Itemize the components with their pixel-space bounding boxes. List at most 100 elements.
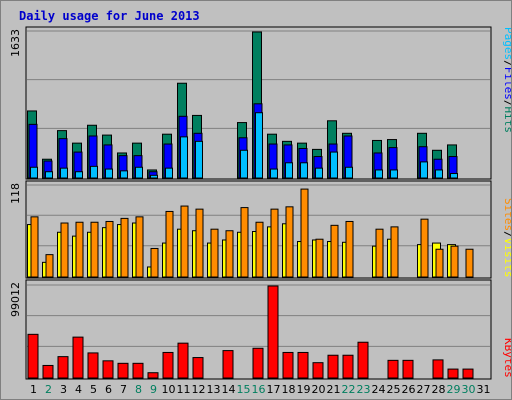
bar-pages-day-15 <box>240 149 248 179</box>
side-label-part: / <box>502 100 511 107</box>
bar-kbytes-day-28 <box>432 359 444 379</box>
bar-kbytes-day-17 <box>267 285 279 379</box>
bar-sites-day-9 <box>150 247 159 278</box>
bar-pages-day-24 <box>375 169 383 179</box>
chart-title: Daily usage for June 2013 <box>19 9 200 23</box>
x-tick-label: 29 <box>447 383 461 396</box>
bar-pages-day-1 <box>30 166 38 179</box>
x-tick-label: 30 <box>462 383 476 396</box>
bar-kbytes-day-3 <box>57 356 69 379</box>
side-label-bottom: KBytes <box>502 338 511 378</box>
x-tick-label: 14 <box>222 383 236 396</box>
bar-kbytes-day-23 <box>357 341 369 379</box>
bar-kbytes-day-2 <box>42 364 54 379</box>
bar-pages-day-29 <box>450 173 458 179</box>
bar-sites-day-19 <box>300 188 309 278</box>
x-tick-label: 18 <box>282 383 296 396</box>
x-tick-label: 12 <box>192 383 206 396</box>
bar-pages-day-20 <box>315 167 323 179</box>
x-tick-label: 16 <box>252 383 266 396</box>
bar-kbytes-day-10 <box>162 351 174 379</box>
bar-pages-day-11 <box>180 136 188 179</box>
side-label-part: Sites <box>502 198 511 231</box>
bar-sites-day-8 <box>135 216 144 278</box>
bar-sites-day-5 <box>90 221 99 278</box>
bar-kbytes-day-18 <box>282 351 294 379</box>
x-tick-label: 1 <box>30 383 37 396</box>
bar-sites-day-17 <box>270 208 279 278</box>
side-label-part: Hits <box>502 107 511 134</box>
bar-kbytes-day-22 <box>342 354 354 379</box>
x-tick-label: 2 <box>45 383 52 396</box>
bar-pages-day-6 <box>105 168 113 179</box>
bar-kbytes-day-8 <box>132 362 144 379</box>
bar-sites-day-10 <box>165 210 174 278</box>
x-tick-label: 3 <box>60 383 67 396</box>
bar-pages-day-5 <box>90 165 98 179</box>
x-tick-label: 25 <box>387 383 401 396</box>
bar-kbytes-day-20 <box>312 362 324 379</box>
bar-sites-day-14 <box>225 230 234 278</box>
bar-pages-day-7 <box>120 170 128 179</box>
x-tick-label: 11 <box>177 383 191 396</box>
side-label-middle: Sites/Visits <box>502 198 511 278</box>
x-tick-label: 28 <box>432 383 446 396</box>
x-tick-label: 6 <box>105 383 112 396</box>
bar-sites-day-18 <box>285 206 294 278</box>
x-tick-label: 26 <box>402 383 416 396</box>
bar-kbytes-day-16 <box>252 347 264 379</box>
bar-pages-day-4 <box>75 171 83 179</box>
x-tick-label: 17 <box>267 383 281 396</box>
side-label-part: Files <box>502 67 511 100</box>
bar-pages-day-17 <box>270 168 278 179</box>
y-max-label-top: 1633 <box>9 29 22 57</box>
bar-pages-day-21 <box>330 151 338 179</box>
side-label-part: Visits <box>502 238 511 278</box>
bar-kbytes-day-5 <box>87 352 99 379</box>
bar-pages-day-27 <box>420 161 428 179</box>
bar-sites-day-22 <box>345 220 354 278</box>
bar-sites-day-24 <box>375 228 384 278</box>
bar-pages-day-18 <box>285 162 293 179</box>
bar-sites-day-29 <box>450 245 459 278</box>
x-tick-label: 4 <box>75 383 82 396</box>
bar-kbytes-day-11 <box>177 342 189 379</box>
bar-pages-day-8 <box>135 166 143 179</box>
bar-sites-day-15 <box>240 207 249 278</box>
bar-pages-day-9 <box>150 174 158 179</box>
side-label-part: / <box>502 231 511 238</box>
bar-sites-day-3 <box>60 222 69 278</box>
x-tick-label: 7 <box>120 383 127 396</box>
x-tick-label: 13 <box>207 383 221 396</box>
x-tick-label: 19 <box>297 383 311 396</box>
bar-kbytes-day-6 <box>102 360 114 379</box>
bar-kbytes-day-19 <box>297 351 309 379</box>
bar-sites-day-7 <box>120 217 129 278</box>
bar-sites-day-16 <box>255 221 264 278</box>
bar-sites-day-20 <box>315 238 324 278</box>
side-label-part: Pages <box>502 27 511 60</box>
bar-pages-day-28 <box>435 169 443 179</box>
bar-kbytes-day-12 <box>192 357 204 379</box>
x-tick-label: 22 <box>342 383 356 396</box>
bar-pages-day-25 <box>390 169 398 179</box>
bar-kbytes-day-21 <box>327 354 339 379</box>
x-tick-label: 31 <box>477 383 491 396</box>
bar-kbytes-day-26 <box>402 359 414 379</box>
bar-pages-day-10 <box>165 167 173 179</box>
bar-pages-day-3 <box>60 167 68 179</box>
x-axis-ticks: 1 2 3 4 5 6 7 8 9 10 11 12 13 14 15 16 17 18 19 20 21 22 23 24 2… <box>30 383 491 396</box>
side-label-top: Pages/Files/Hits <box>502 27 511 133</box>
bar-kbytes-day-30 <box>462 368 474 379</box>
bar-sites-day-21 <box>330 224 339 278</box>
bar-kbytes-day-1 <box>27 333 39 379</box>
bar-sites-day-27 <box>420 218 429 278</box>
bar-pages-day-16 <box>255 112 263 179</box>
bar-kbytes-day-4 <box>72 336 84 379</box>
x-tick-label: 20 <box>312 383 326 396</box>
bar-kbytes-day-7 <box>117 362 129 379</box>
x-tick-label: 24 <box>372 383 386 396</box>
chart-marks <box>27 31 474 379</box>
